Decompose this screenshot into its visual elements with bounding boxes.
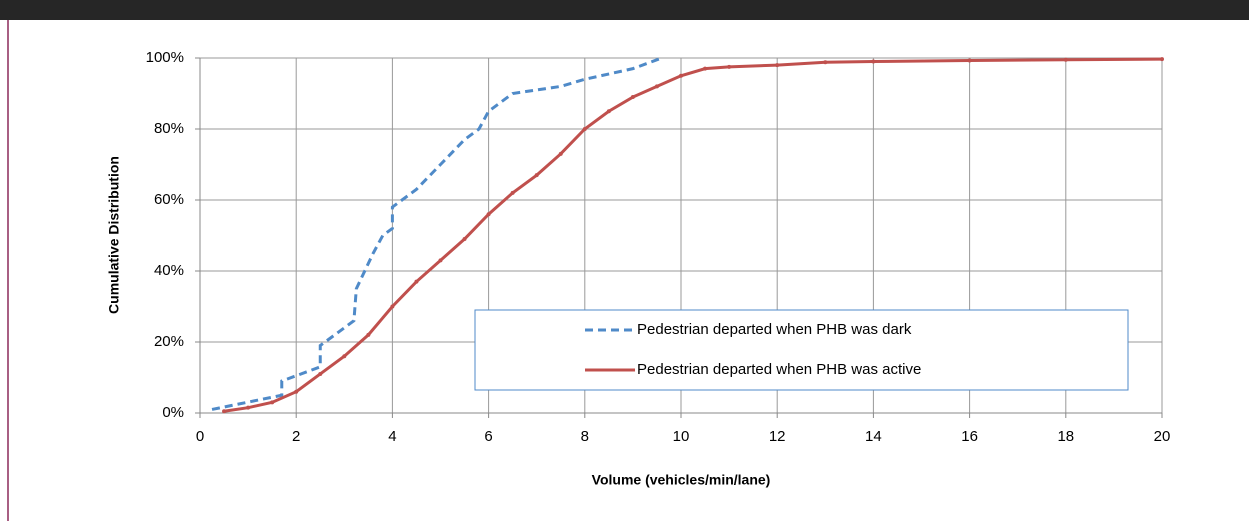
x-tick-label: 12 <box>769 428 786 445</box>
point <box>871 59 876 64</box>
legend-label: Pedestrian departed when PHB was dark <box>637 321 912 338</box>
point <box>654 84 659 89</box>
point <box>1063 57 1068 62</box>
point <box>390 304 395 309</box>
series-line <box>223 57 1163 413</box>
point <box>438 258 443 263</box>
point <box>534 173 539 178</box>
top-bar <box>0 0 1249 20</box>
point <box>630 95 635 100</box>
series-line <box>211 56 663 411</box>
y-axis-title: Cumulative Distribution <box>106 156 122 314</box>
x-tick-label: 2 <box>292 428 300 445</box>
y-tick-label: 40% <box>154 262 184 279</box>
y-tick-label: 60% <box>154 191 184 208</box>
point <box>582 127 587 131</box>
point <box>294 389 299 394</box>
y-tick-label: 80% <box>154 120 184 137</box>
point <box>486 212 491 217</box>
point <box>727 64 732 69</box>
point <box>679 73 683 78</box>
point <box>823 60 828 65</box>
y-tick-label: 100% <box>146 49 184 66</box>
x-tick-label: 18 <box>1057 428 1074 445</box>
legend-label: Pedestrian departed when PHB was active <box>637 361 921 378</box>
x-tick-label: 0 <box>196 428 204 445</box>
point <box>510 190 515 195</box>
point <box>366 332 371 337</box>
y-tick-label: 20% <box>154 333 184 350</box>
x-tick-label: 8 <box>581 428 589 445</box>
x-axis-title: Volume (vehicles/min/lane) <box>592 472 771 488</box>
point <box>414 279 419 284</box>
x-tick-label: 6 <box>484 428 492 445</box>
point <box>462 237 467 242</box>
point <box>246 405 251 410</box>
x-tick-label: 14 <box>865 428 882 445</box>
point <box>342 354 347 359</box>
x-tick-label: 4 <box>388 428 396 445</box>
point <box>318 371 323 376</box>
point <box>1160 57 1164 62</box>
point <box>558 151 563 156</box>
legend-box <box>474 309 1129 391</box>
point <box>775 63 780 68</box>
point <box>703 66 708 71</box>
y-tick-label: 0% <box>162 404 184 421</box>
point <box>222 409 227 414</box>
x-tick-label: 20 <box>1154 428 1171 445</box>
point <box>606 109 611 114</box>
point <box>270 400 275 405</box>
x-tick-label: 16 <box>961 428 978 445</box>
x-tick-label: 10 <box>673 428 690 445</box>
point <box>967 58 972 63</box>
